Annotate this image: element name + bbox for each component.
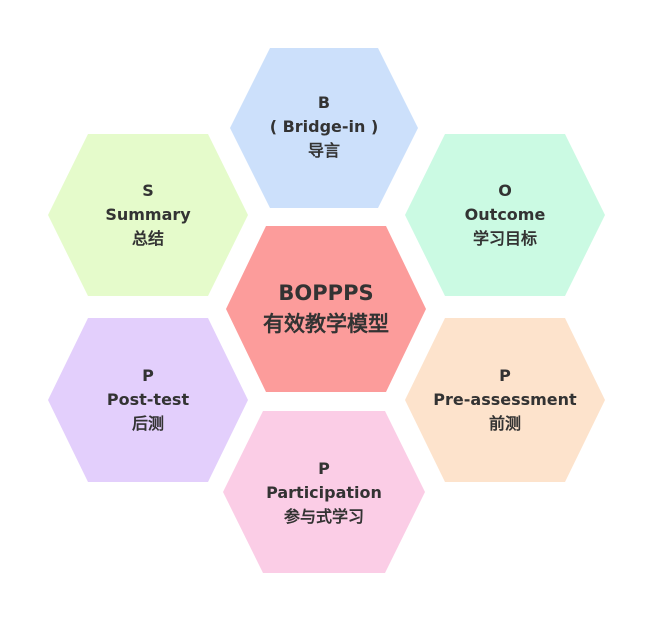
label-post-letter: P xyxy=(142,366,154,385)
label-pre-english: Pre-assessment xyxy=(433,390,577,409)
hexagon-s-summary xyxy=(48,134,248,296)
center-title: BOPPPS xyxy=(278,281,374,305)
label-post-english: Post-test xyxy=(106,390,190,409)
label-s-letter: S xyxy=(142,181,154,200)
center-subtitle: 有效教学模型 xyxy=(263,312,389,336)
hexagon-o-outcome xyxy=(405,134,605,296)
hexagon-b-bridge-in xyxy=(230,48,418,208)
label-b-english: ( Bridge-in ) xyxy=(269,117,379,136)
label-b-bridge-in: B ( Bridge-in ) 导言 xyxy=(224,91,424,163)
hexagon-center-boppps xyxy=(226,226,426,392)
label-p-pre-assessment: P Pre-assessment 前测 xyxy=(405,364,605,436)
label-p-post-test: P Post-test 后测 xyxy=(48,364,248,436)
label-pre-chinese: 前测 xyxy=(488,414,521,433)
label-o-letter: O xyxy=(498,181,512,200)
hexagon-p-post-test xyxy=(48,318,248,482)
label-s-summary: S Summary 总结 xyxy=(48,179,248,251)
label-center-boppps: BOPPPS 有效教学模型 xyxy=(226,278,426,340)
label-post-chinese: 后测 xyxy=(131,414,164,433)
label-s-english: Summary xyxy=(105,205,191,224)
label-p-participation: P Participation 参与式学习 xyxy=(224,457,424,529)
label-o-english: Outcome xyxy=(464,205,546,224)
label-participation-chinese: 参与式学习 xyxy=(283,507,364,526)
label-pre-letter: P xyxy=(499,366,511,385)
label-b-letter: B xyxy=(317,93,331,112)
label-o-outcome: O Outcome 学习目标 xyxy=(405,179,605,251)
hexagon-p-participation xyxy=(223,411,425,573)
label-o-chinese: 学习目标 xyxy=(472,229,537,248)
hexagon-p-pre-assessment xyxy=(405,318,605,482)
label-participation-english: Participation xyxy=(266,483,382,502)
label-participation-letter: P xyxy=(318,459,330,478)
label-s-chinese: 总结 xyxy=(131,229,164,248)
label-b-chinese: 导言 xyxy=(307,141,340,160)
